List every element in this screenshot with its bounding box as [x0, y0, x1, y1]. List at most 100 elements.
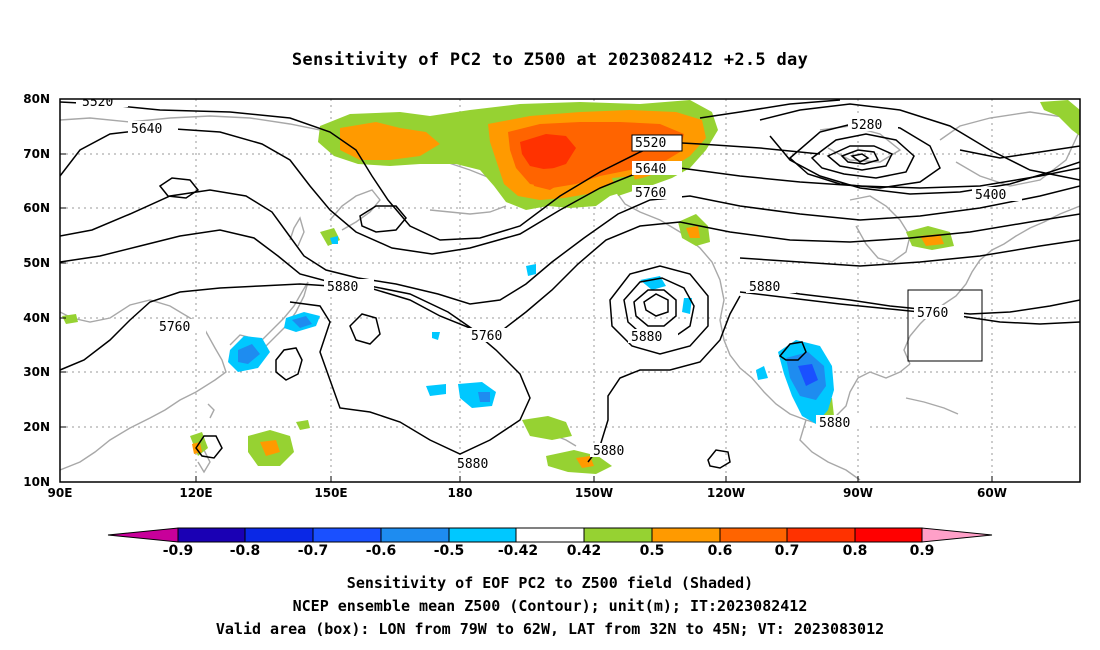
lat-label: 80N: [23, 92, 50, 106]
arctic-low-3: [826, 145, 894, 171]
low-5760: [609, 265, 709, 355]
lat-label: 30N: [23, 365, 50, 379]
contour-label: 5760: [159, 320, 190, 335]
arctic-low-4: [840, 149, 880, 165]
colorbar-min-triangle: [107, 527, 179, 543]
cyan-patch: [756, 366, 768, 380]
contour-label: 5640: [131, 122, 162, 137]
colorbar-label: -0.6: [365, 543, 397, 559]
orange-patch: [686, 226, 700, 238]
asia-coast: [60, 299, 227, 471]
orange-patch: [340, 122, 440, 160]
contour-5760-west: [60, 185, 1080, 305]
blue-patch: [292, 316, 312, 328]
lon-label: 90W: [843, 486, 873, 500]
colorbar-label: -0.8: [229, 543, 261, 559]
contour-label: 5400: [975, 188, 1006, 203]
green-patch: [1040, 100, 1080, 136]
caption-line-1: Sensitivity of EOF PC2 to Z500 field (Sh…: [346, 574, 754, 592]
colorbar-max-triangle: [921, 527, 993, 543]
colorbar-label: -0.9: [162, 543, 194, 559]
colorbar-swatch: [244, 527, 314, 543]
japan-coast: [261, 281, 309, 349]
lon-label: 60W: [977, 486, 1007, 500]
cyan-patch: [526, 264, 536, 276]
lat-label: 40N: [23, 311, 50, 325]
contour-label: 5760: [471, 329, 502, 344]
cyan-patch: [432, 332, 440, 340]
blue-patch: [798, 364, 818, 386]
kamchatka-low: [359, 205, 407, 233]
colorbar-swatch: [380, 527, 450, 543]
blue-patch: [478, 392, 490, 402]
contour-5520-east: [699, 99, 841, 119]
colorbar-swatch: [583, 527, 653, 543]
colorbar-label: -0.7: [297, 543, 329, 559]
positive-sensitivity-shading: [62, 100, 1080, 474]
taiwan: [207, 403, 215, 419]
caption-line-2: NCEP ensemble mean Z500 (Contour); unit(…: [292, 597, 808, 615]
colorbar-swatch: [651, 527, 721, 543]
low-5760-inner3: [643, 293, 669, 317]
arctic-low-5: [850, 153, 870, 163]
contour-label: 5520: [82, 95, 113, 110]
lon-label: 90E: [47, 486, 73, 500]
colorbar-label: 0.7: [774, 543, 800, 559]
contour-label: 5760: [917, 306, 948, 321]
map-title: Sensitivity of PC2 to Z500 at 2023082412…: [291, 50, 809, 70]
cuba: [905, 397, 959, 415]
colorbar-label: -0.42: [497, 543, 539, 559]
colorbar: [107, 527, 993, 543]
contour-label: 5880: [593, 444, 624, 459]
contour-label: 5760: [635, 186, 666, 201]
arctic-low-2: [810, 133, 915, 179]
colorbar-label: 0.9: [909, 543, 935, 559]
contour-5880-east: [739, 239, 1080, 267]
colorbar-label: 0.6: [707, 543, 733, 559]
colorbar-label: 0.5: [639, 543, 665, 559]
cyan-patch: [682, 298, 692, 314]
colorbar-swatch: [312, 527, 382, 543]
colorbar-label: 0.42: [566, 543, 602, 559]
lat-label: 10N: [23, 475, 50, 489]
contour-label: 5880: [327, 280, 358, 295]
contour-label: 5640: [635, 162, 666, 177]
sakhalin-coast: [289, 216, 305, 247]
contour-label: 5880: [749, 280, 780, 295]
aleutians: [429, 205, 507, 215]
contour-labels: 5520 5640 5280 5520 5640 5760 5400 5880 …: [76, 95, 1022, 472]
pacific-high: [349, 313, 381, 345]
contour-5520-east2: [959, 145, 1080, 159]
central-america: [799, 419, 861, 481]
colorbar-label: 0.8: [842, 543, 868, 559]
contour-label: 5520: [635, 136, 666, 151]
negative-sensitivity-shading: [228, 236, 834, 424]
axis-ticks: [60, 98, 993, 482]
contour-label: 5280: [851, 118, 882, 133]
lat-label: 20N: [23, 420, 50, 434]
orange-patch: [260, 440, 280, 456]
lon-label: 180: [447, 486, 473, 500]
lon-label: 150W: [574, 486, 614, 500]
lon-label: 120E: [179, 486, 213, 500]
colorbar-swatch: [719, 527, 788, 543]
contour-5880-pacific: [587, 295, 741, 463]
red-patch: [520, 134, 576, 170]
lat-label: 50N: [23, 256, 50, 270]
colorbar-swatch: [448, 527, 517, 543]
ph-low: [195, 435, 223, 459]
contour-label: 5880: [631, 330, 662, 345]
lat-label: 70N: [23, 147, 50, 161]
contour-5880-asia: [60, 283, 531, 455]
colorbar-swatch: [854, 527, 923, 543]
green-patch: [522, 416, 572, 440]
lon-label: 150E: [314, 486, 348, 500]
colorbar-label: -0.5: [433, 543, 465, 559]
contour-5400-b: [769, 135, 1080, 195]
kamchatka-coast: [329, 189, 381, 231]
arctic-low-1: [788, 121, 941, 189]
orange-patch: [192, 442, 202, 454]
contour-5400-east: [759, 103, 1080, 181]
lat-label: 60N: [23, 201, 50, 215]
